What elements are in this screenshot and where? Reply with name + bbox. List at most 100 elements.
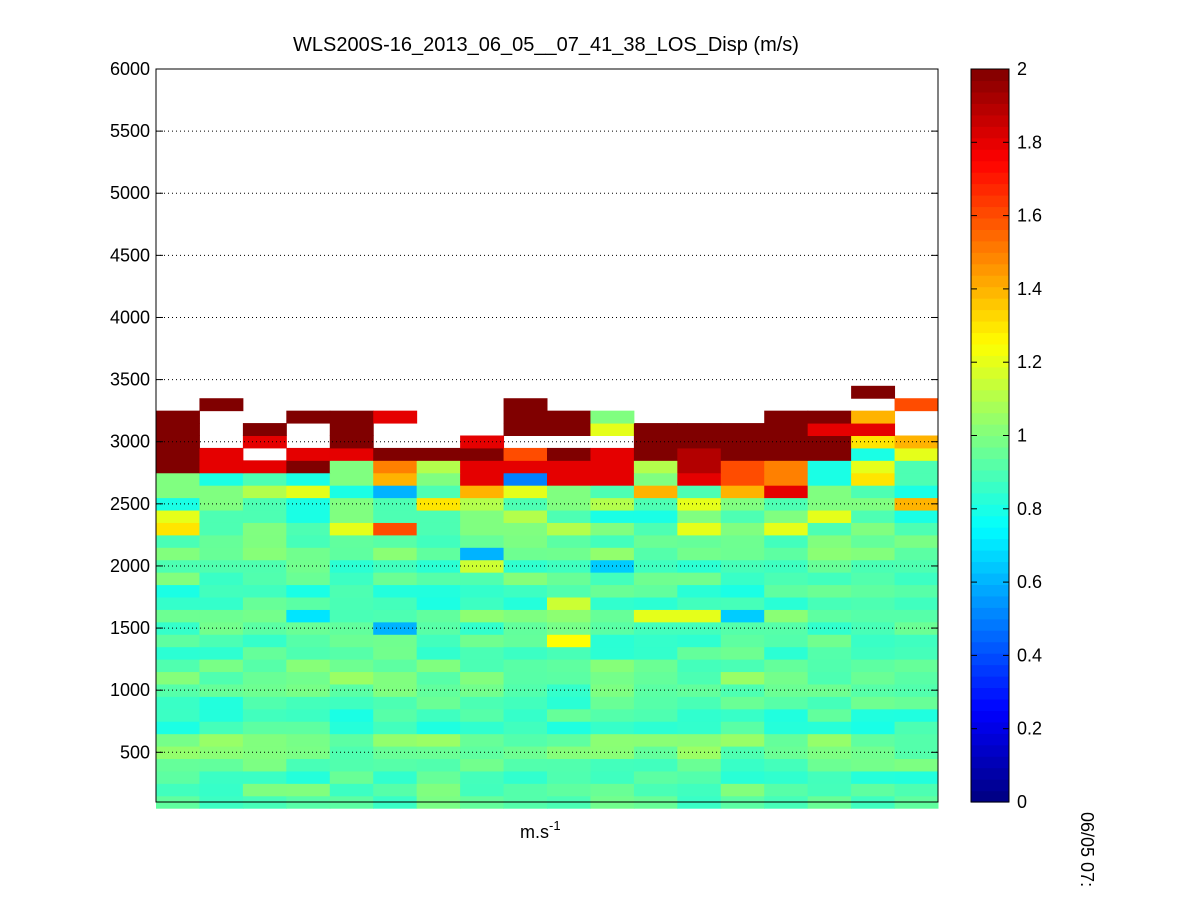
heatmap-cell: [764, 510, 809, 523]
heatmap-cell: [503, 646, 548, 660]
heatmap-cell: [894, 398, 939, 412]
heatmap-cell: [677, 547, 722, 561]
heatmap-cell: [242, 485, 287, 499]
heatmap-cell: [460, 609, 505, 623]
heatmap-cell: [416, 510, 461, 523]
heatmap-cell: [764, 770, 809, 784]
heatmap-cell: [373, 597, 418, 610]
heatmap-cell: [851, 534, 896, 548]
heatmap-cell: [633, 634, 678, 648]
heatmap-cell: [547, 721, 591, 735]
heatmap-cell: [503, 423, 548, 436]
heatmap-cell: [373, 696, 418, 710]
heatmap-cell: [286, 597, 331, 610]
heatmap-cell: [460, 597, 505, 610]
colorbar-swatch: [971, 446, 1009, 459]
heatmap-cell: [329, 708, 374, 722]
heatmap-cell: [633, 547, 678, 561]
heatmap-cell: [894, 485, 939, 499]
heatmap-cell: [894, 447, 939, 461]
heatmap-cell: [460, 510, 505, 523]
heatmap-cell: [242, 783, 287, 797]
heatmap-cell: [460, 621, 505, 635]
heatmap-cell: [329, 659, 374, 673]
heatmap-cell: [373, 547, 418, 561]
colorbar-swatch: [971, 550, 1009, 563]
heatmap-cell: [460, 683, 505, 697]
heatmap-cell: [460, 671, 505, 685]
heatmap-cell: [677, 522, 722, 536]
colorbar-swatch: [971, 504, 1009, 517]
heatmap-cell: [460, 572, 505, 586]
colorbar-swatch: [971, 779, 1009, 792]
heatmap-cell: [242, 770, 287, 784]
heatmap-cell: [677, 770, 722, 784]
heatmap-cell: [720, 746, 765, 760]
heatmap-cell: [329, 783, 374, 797]
heatmap-cell: [851, 472, 896, 486]
heatmap-cell: [764, 659, 809, 673]
heatmap-cell: [503, 534, 548, 548]
heatmap-cell: [242, 733, 287, 747]
colorbar-swatch: [971, 584, 1009, 597]
heatmap-cell: [633, 721, 678, 735]
heatmap-cell: [851, 584, 896, 598]
heatmap-cell: [720, 708, 765, 722]
heatmap-cell: [373, 609, 418, 623]
heatmap-cell: [460, 547, 505, 561]
heatmap-cell: [807, 609, 852, 623]
heatmap-cell: [242, 646, 287, 660]
heatmap-cell: [373, 510, 418, 523]
heatmap-cell: [764, 584, 809, 598]
colorbar-swatch: [971, 733, 1009, 746]
colorbar-swatch: [971, 126, 1009, 139]
heatmap-cell: [242, 534, 287, 548]
heatmap-cell: [720, 547, 765, 561]
colorbar-swatch: [971, 676, 1009, 689]
heatmap-cell: [503, 572, 548, 586]
heatmap-cell: [720, 423, 765, 436]
heatmap-cell: [720, 696, 765, 710]
heatmap-cell: [460, 746, 505, 760]
heatmap-cell: [329, 547, 374, 561]
heatmap-cell: [286, 758, 331, 772]
heatmap-cell: [286, 572, 331, 586]
heatmap-cell: [503, 398, 548, 412]
heatmap-cell: [720, 522, 765, 536]
colorbar-swatch: [971, 309, 1009, 322]
heatmap-cell: [547, 510, 591, 523]
y-tick-label: 5000: [110, 183, 150, 203]
heatmap-cell: [894, 584, 939, 598]
heatmap-cell: [677, 733, 722, 747]
heatmap-cell: [373, 572, 418, 586]
heatmap-cell: [373, 584, 418, 598]
heatmap-cell: [199, 646, 244, 660]
heatmap-cell: [720, 472, 765, 486]
heatmap-cell: [329, 460, 374, 474]
colorbar-swatch: [971, 137, 1009, 150]
heatmap-cell: [329, 522, 374, 536]
heatmap-cell: [764, 485, 809, 499]
heatmap-cell: [547, 584, 591, 598]
heatmap-cell: [329, 597, 374, 610]
heatmap-cell: [373, 733, 418, 747]
colorbar-swatch: [971, 458, 1009, 471]
heatmap-cell: [677, 572, 722, 586]
heatmap-cell: [503, 497, 548, 511]
heatmap-cell: [373, 447, 418, 461]
heatmap-cell: [460, 783, 505, 797]
colorbar-swatch: [971, 320, 1009, 334]
heatmap-cell: [503, 746, 548, 760]
heatmap-cell: [851, 671, 896, 685]
heatmap-cell: [242, 522, 287, 536]
heatmap-cell: [460, 659, 505, 673]
heatmap-cell: [156, 472, 200, 486]
heatmap-cell: [633, 783, 678, 797]
heatmap-cell: [764, 572, 809, 586]
heatmap-cell: [851, 758, 896, 772]
heatmap-cell: [807, 621, 852, 635]
heatmap-cell: [851, 510, 896, 523]
heatmap-cell: [416, 447, 461, 461]
heatmap-cell: [156, 435, 200, 449]
colorbar-tick-label: 1: [1017, 426, 1027, 446]
